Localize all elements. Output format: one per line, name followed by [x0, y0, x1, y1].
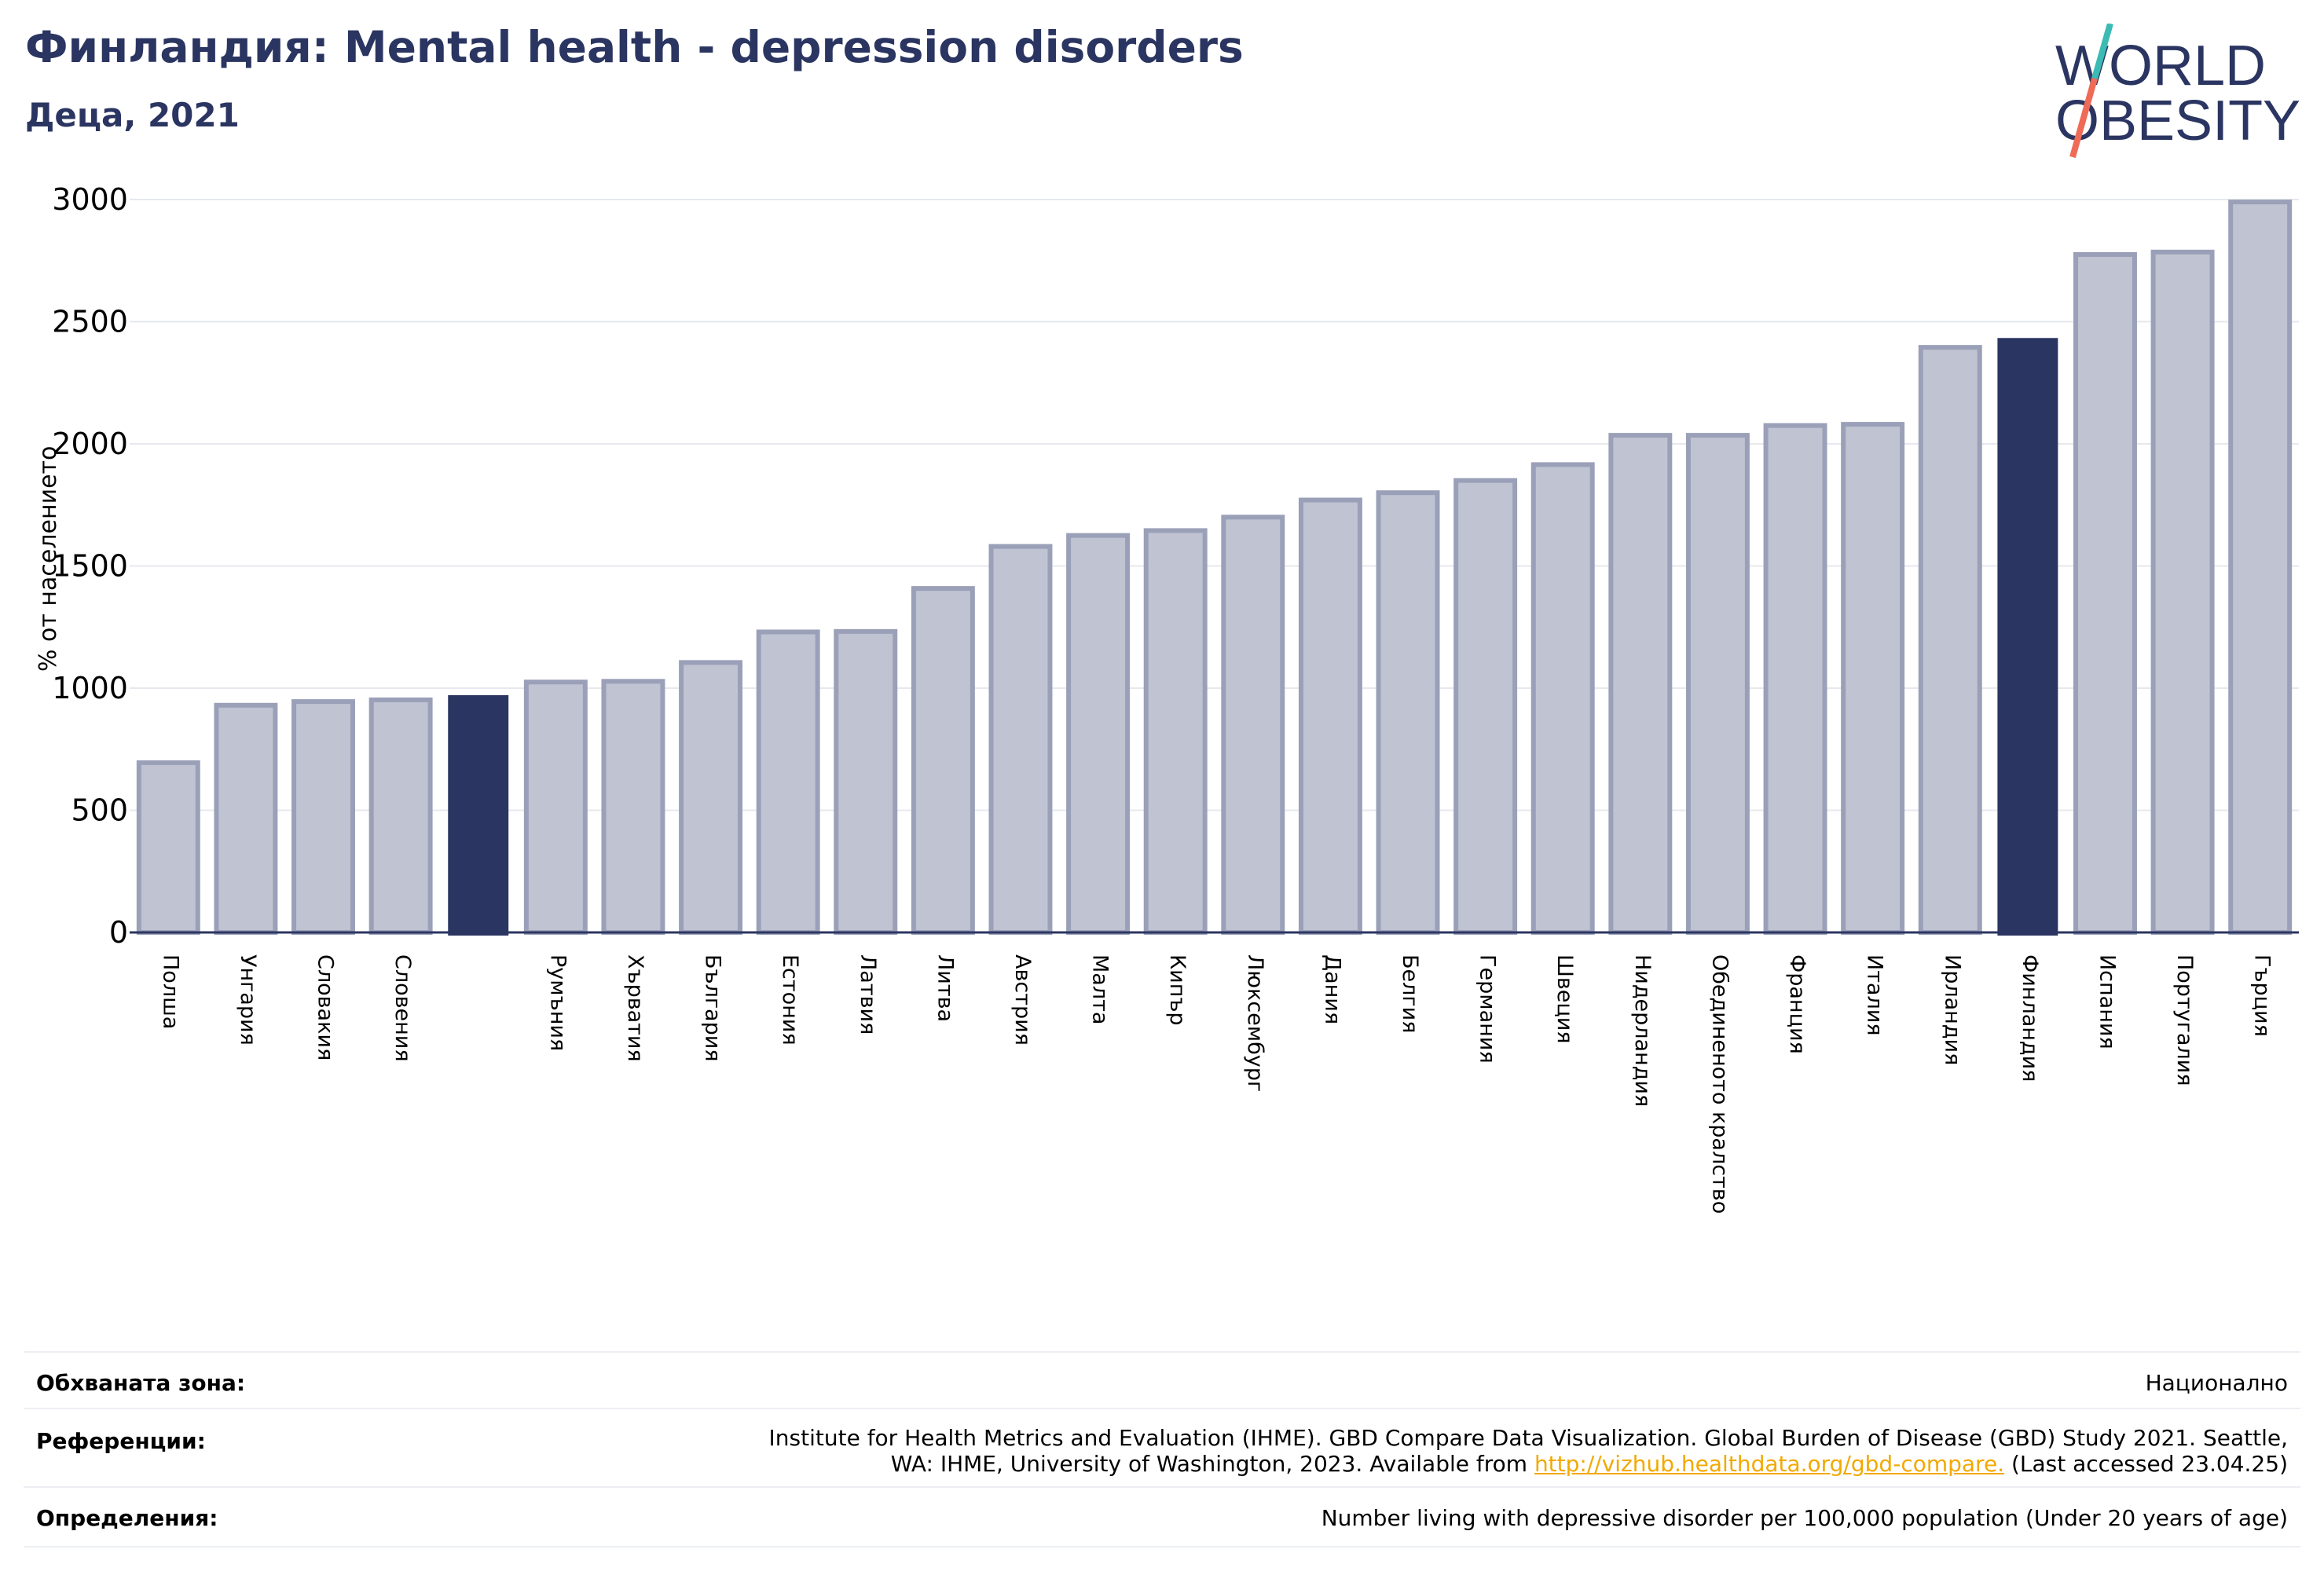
x-tick-label: Испания — [2095, 954, 2119, 1049]
bar — [2073, 251, 2137, 936]
logo-slash-teal — [2091, 24, 2113, 80]
x-tick-label: Естония — [778, 954, 802, 1046]
bar — [1298, 497, 1362, 935]
x-tick-labels: Полша Унгария Словакия Словения Румъния Хърва… — [158, 954, 2274, 1214]
bar — [1453, 478, 1518, 935]
bar — [1143, 528, 1208, 935]
x-tick-label: Дания — [1320, 954, 1344, 1024]
logo-line-1: WORLD — [2055, 35, 2266, 97]
bar — [1918, 345, 1982, 935]
logo-slash-red — [2069, 77, 2098, 159]
bar — [214, 702, 278, 936]
references-label: Референции: — [36, 1428, 206, 1454]
coverage-label: Обхваната зона: — [36, 1370, 246, 1396]
x-tick-label: Ирландия — [1940, 954, 1964, 1065]
y-tick-label: 1500 — [52, 549, 128, 584]
y-tick-label: 3000 — [52, 182, 128, 217]
bar — [1376, 490, 1440, 935]
x-tick-label: Германия — [1475, 954, 1500, 1064]
x-tick-label: Нидерландия — [1630, 954, 1655, 1107]
references-line-2-pre: WA: IHME, University of Washington, 2023… — [890, 1451, 1534, 1477]
bar — [291, 699, 355, 935]
bar — [679, 660, 743, 935]
definitions-value: Number living with depressive disorder p… — [1321, 1505, 2288, 1531]
bar — [1608, 433, 1673, 935]
x-tick-label: Литва — [933, 954, 957, 1022]
chart-title: Финландия: Mental health - depression di… — [25, 22, 1244, 72]
bar — [834, 628, 898, 936]
definitions-row: Определения: Number living with depressi… — [24, 1486, 2300, 1548]
x-tick-label: Полша — [158, 954, 182, 1029]
bar — [136, 760, 200, 935]
y-tick-label: 2500 — [52, 305, 128, 339]
coverage-value: Национално — [2145, 1370, 2288, 1396]
y-tick-labels: 0 500 1000 1500 2000 2500 3000 — [52, 182, 128, 950]
y-tick-label: 1000 — [52, 671, 128, 705]
bars — [136, 200, 2293, 936]
x-tick-label: Франция — [1785, 954, 1809, 1054]
references-link[interactable]: http://vizhub.healthdata.org/gbd-compare… — [1534, 1451, 2005, 1477]
x-tick-label: Румъния — [545, 954, 570, 1051]
x-tick-label: Финландия — [2018, 954, 2042, 1082]
x-tick-label: Италия — [1863, 954, 1887, 1036]
bar — [1221, 515, 1285, 935]
bar — [911, 586, 975, 935]
x-tick-label: Унгария — [236, 954, 260, 1046]
bar — [1530, 462, 1595, 935]
references-row: Референции: Institute for Health Metrics… — [24, 1408, 2300, 1488]
x-tick-label: Словения — [390, 954, 415, 1062]
x-tick-label: Гърция — [2250, 954, 2275, 1037]
x-tick-label: Швеция — [1552, 954, 1577, 1044]
world-obesity-logo: WORLD OBESITY — [2055, 24, 2300, 159]
x-tick-label: Белгия — [1398, 954, 1422, 1033]
bar-chart: 0 500 1000 1500 2000 2500 3000 Полша Унгария Сло… — [52, 182, 2299, 1214]
bar — [2150, 249, 2215, 936]
references-line-1: Institute for Health Metrics and Evaluat… — [768, 1425, 2288, 1451]
y-tick-label: 0 — [109, 915, 128, 950]
y-axis-label: % от населението — [35, 445, 62, 672]
y-tick-label: 500 — [71, 793, 128, 828]
x-tick-label: Словакия — [313, 954, 338, 1060]
bar — [448, 694, 509, 936]
references-line-2-post: (Last accessed 23.04.25) — [2004, 1451, 2288, 1477]
x-tick-label: Люксембург — [1243, 954, 1267, 1092]
bar — [1066, 533, 1131, 935]
chart-subtitle: Деца, 2021 — [25, 96, 240, 134]
bar — [1685, 433, 1750, 935]
y-tick-label: 2000 — [52, 427, 128, 461]
x-tick-label: Австрия — [1010, 954, 1035, 1046]
x-tick-label: Кипър — [1165, 954, 1189, 1026]
bar — [2228, 200, 2293, 936]
x-tick-label: Обединеното кралство — [1707, 954, 1732, 1214]
x-tick-label: Латвия — [856, 954, 880, 1035]
references-value: Institute for Health Metrics and Evaluat… — [769, 1425, 2288, 1477]
bar — [523, 679, 588, 935]
logo-line-2: OBESITY — [2055, 90, 2300, 152]
bar — [1763, 423, 1827, 935]
bar — [1841, 422, 1905, 935]
references-line-2: WA: IHME, University of Washington, 2023… — [769, 1451, 2288, 1477]
definitions-label: Определения: — [36, 1505, 218, 1531]
bar — [988, 544, 1053, 935]
bar — [1997, 338, 2058, 936]
bar — [756, 629, 820, 935]
x-tick-label: Малта — [1088, 954, 1113, 1024]
x-tick-label: Хърватия — [623, 954, 647, 1062]
x-tick-label: Португалия — [2172, 954, 2197, 1086]
coverage-row: Обхваната зона: Национално — [24, 1351, 2300, 1409]
x-tick-label: България — [701, 954, 725, 1062]
bar — [601, 679, 665, 935]
bar — [368, 697, 433, 935]
